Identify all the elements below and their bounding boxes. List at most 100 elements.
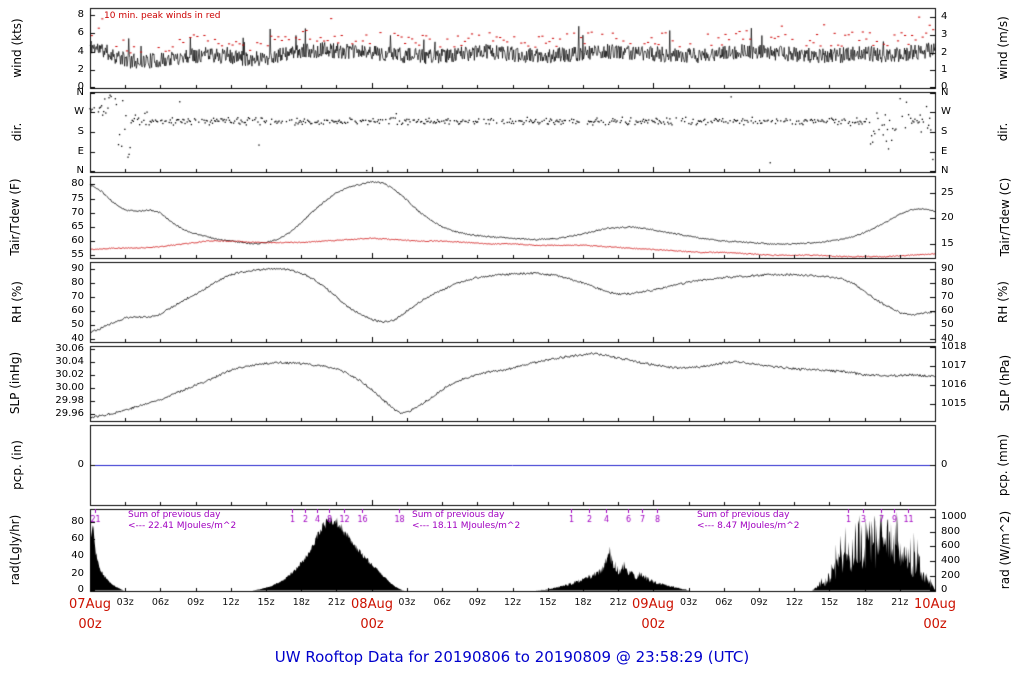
y-tick-label-left-rh: 50 [71,319,84,331]
x-tick-label: 09z [187,597,205,608]
y-tick-label-left-wind: 6 [77,27,84,39]
y-tick-label-right-dir: N [941,86,949,98]
y-tick-label-left-pcp: 0 [77,459,84,470]
y-tick-label-left-temp: 80 [71,178,84,190]
y-tick-label-right-temp: 25 [941,186,954,198]
x-tick-label: 09z [468,597,486,608]
rad-sum-3-line1: Sum of previous day [697,510,790,520]
y-tick-label-left-dir: N [76,165,84,177]
x-tick-label: 12z [785,597,803,608]
y-tick-label-left-slp: 30.04 [55,356,84,368]
y-tick-label-left-rh: 90 [71,263,84,275]
y-tick-label-left-wind: 2 [77,63,84,75]
y-tick-label-right-wind: 4 [941,11,948,23]
day-label-text: 10Aug [914,597,956,612]
x-tick-label: 06z [715,597,733,608]
x-tick-label: 18z [574,597,592,608]
y-tick-label-left-wind: 0 [77,81,84,93]
y-tick-label-left-rad: 20 [71,567,84,579]
x-tick-label: 12z [222,597,240,608]
day-label-z: 00z [923,617,947,632]
x-tick-label: 03z [116,597,134,608]
y-tick-label-right-dir: W [941,106,951,117]
y-tick-label-right-wind: 3 [941,29,948,40]
rad-sum-annotation-3: Sum of previous day <--- 8.47 MJoules/m^… [697,510,799,532]
x-axis-day-label-09aug: 09Aug 00z [618,595,688,635]
y-tick-label-left-rad: 0 [77,584,84,596]
y-tick-label-right-rad: 0 [941,584,948,596]
x-tick-label: 06z [151,597,169,608]
day-label-z: 00z [78,617,102,632]
y-tick-label-left-temp: 60 [71,235,84,247]
rad-sum-2-line2: <--- 18.11 MJoules/m^2 [412,521,521,531]
x-tick-label: 03z [679,597,698,608]
x-tick-label: 21z [609,597,627,608]
y-tick-label-left-temp: 65 [71,220,84,232]
y-tick-label-left-rad: 80 [71,515,84,527]
y-tick-label-right-dir: E [941,146,948,157]
x-tick-label: 18z [856,597,874,608]
y-tick-label-left-dir: E [77,146,84,157]
day-label-z: 00z [360,617,384,632]
x-tick-label: 18z [292,597,310,608]
y-tick-label-right-pcp: 0 [941,459,948,470]
y-tick-label-left-rad: 60 [71,533,84,545]
x-tick-label: 03z [398,597,416,608]
y-tick-label-left-dir: W [74,106,84,117]
y-tick-label-right-rad: 800 [941,525,961,537]
y-tick-label-right-rad: 1000 [941,510,967,522]
y-tick-label-right-slp: 1016 [941,379,967,391]
y-tick-label-left-temp: 55 [71,249,84,261]
x-axis-day-label-08aug: 08Aug 00z [337,595,407,635]
rad-sum-3-line2: <--- 8.47 MJoules/m^2 [697,521,800,531]
day-label-text: 08Aug [351,597,393,612]
y-tick-label-right-dir: N [941,165,949,177]
y-tick-label-right-wind: 1 [941,64,948,76]
y-tick-label-right-rh: 50 [941,319,954,331]
y-tick-label-right-dir: S [941,126,948,137]
y-tick-label-left-rh: 80 [71,277,84,289]
y-tick-label-right-rh: 90 [941,263,954,275]
y-tick-label-left-dir: N [76,86,84,98]
rad-sum-1-line1: Sum of previous day [128,510,221,520]
y-tick-label-left-dir: S [77,126,84,137]
x-tick-label: 15z [257,597,275,608]
y-tick-label-right-temp: 15 [941,237,954,249]
chart-title: UW Rooftop Data for 20190806 to 20190809… [274,648,750,666]
x-tick-label: 09z [750,597,768,608]
x-tick-label: 15z [539,597,557,608]
y-tick-label-right-slp: 1017 [941,359,967,371]
rad-sum-annotation-1: Sum of previous day <--- 22.41 MJoules/m… [128,510,236,532]
y-tick-label-left-slp: 30.06 [55,343,84,355]
rad-sum-annotation-2: Sum of previous day <--- 18.11 MJoules/m… [412,510,520,532]
rad-sum-2-line1: Sum of previous day [412,510,505,520]
day-label-z: 00z [641,617,665,632]
y-tick-label-right-rad: 400 [941,555,961,567]
y-tick-label-left-slp: 29.98 [55,395,84,407]
y-tick-label-right-slp: 1015 [941,398,967,410]
x-tick-label: 06z [433,597,451,608]
y-tick-label-right-rad: 600 [941,540,961,552]
y-tick-label-left-rh: 40 [71,333,84,345]
y-tick-label-right-rh: 80 [941,277,954,289]
y-tick-label-right-rad: 200 [941,570,961,582]
y-tick-label-right-slp: 1018 [941,340,967,352]
x-tick-label: 15z [820,597,838,608]
y-tick-label-left-wind: 4 [77,45,84,57]
y-tick-label-left-temp: 70 [71,206,84,218]
y-tick-label-left-slp: 29.96 [55,408,84,420]
y-tick-label-right-wind: 2 [941,46,948,58]
y-tick-label-right-rh: 60 [941,305,954,317]
y-tick-label-left-wind: 8 [77,9,84,21]
y-tick-label-left-rh: 60 [71,305,84,317]
y-tick-label-left-temp: 75 [71,192,84,204]
x-axis-day-label-07aug: 07Aug 00z [55,595,125,635]
y-tick-label-right-wind: 0 [941,81,948,93]
x-axis-day-label-10aug: 10Aug 00z [900,595,970,635]
x-tick-label: 21z [327,597,345,608]
y-tick-label-left-rad: 40 [71,550,84,562]
y-tick-label-right-rh: 70 [941,291,954,303]
